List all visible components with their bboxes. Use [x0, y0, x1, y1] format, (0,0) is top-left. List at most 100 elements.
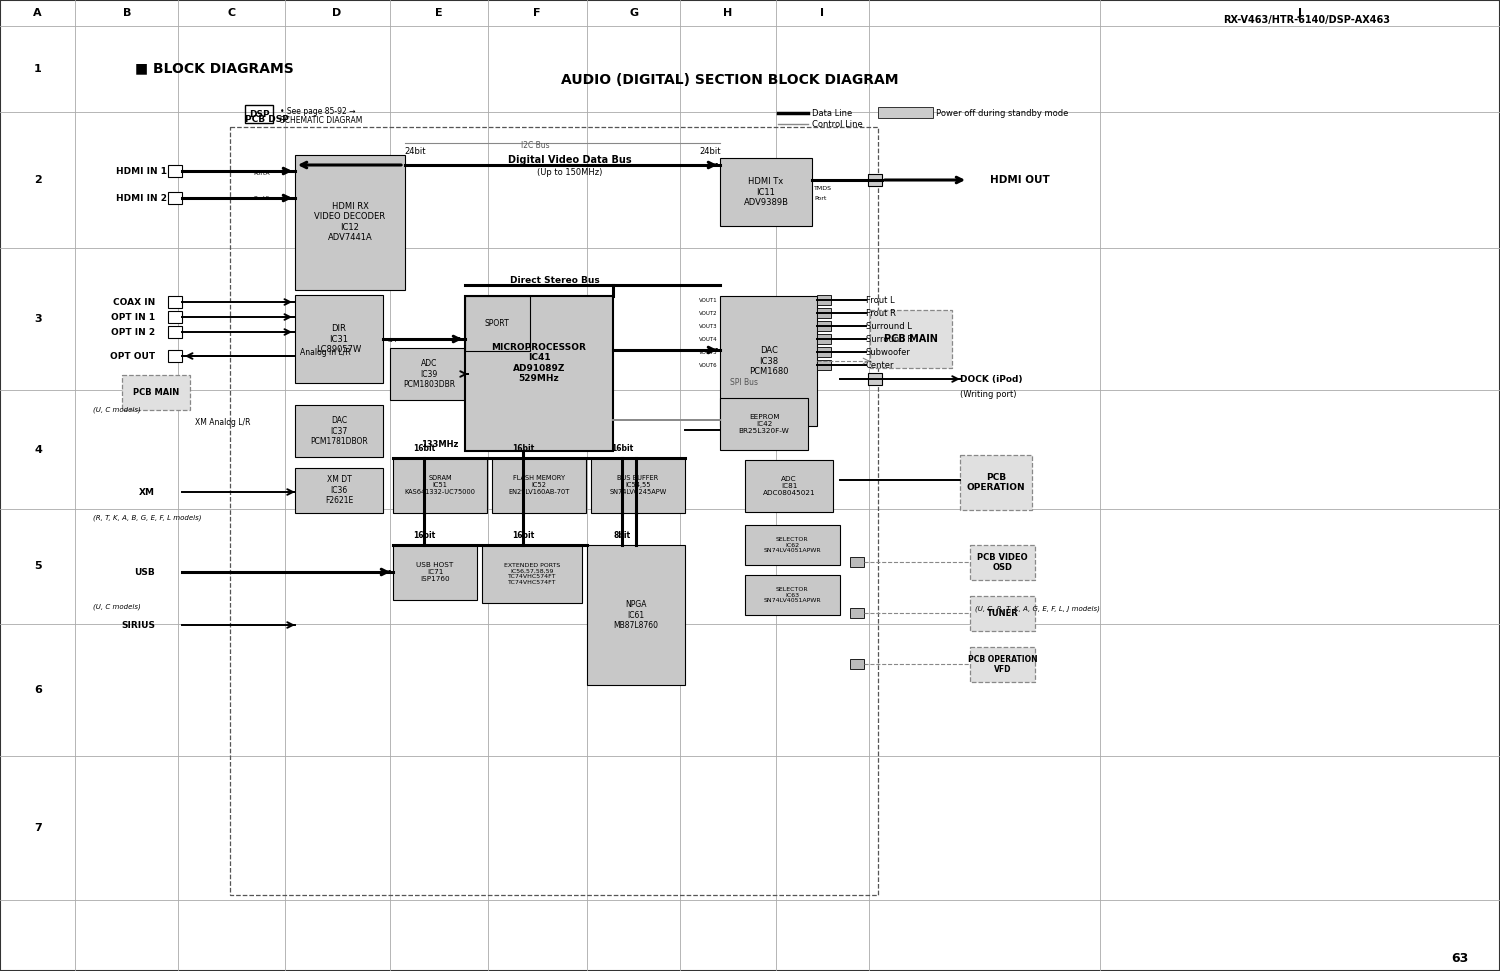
Bar: [492, 458, 586, 513]
Text: F: F: [534, 8, 540, 18]
Text: (U, C, R, T, K, A, G, E, F, L, J models): (U, C, R, T, K, A, G, E, F, L, J models): [975, 606, 1100, 613]
Text: 6: 6: [34, 685, 42, 695]
Text: A: A: [33, 8, 42, 18]
Text: 5: 5: [34, 561, 42, 571]
Text: USB: USB: [135, 567, 154, 577]
Text: SPI Bus: SPI Bus: [730, 378, 758, 386]
Text: Surround L: Surround L: [865, 321, 912, 330]
Text: EXTENDED PORTS
IC56,57,58,59
TC74VHC574FT
TC74VHC574FT: EXTENDED PORTS IC56,57,58,59 TC74VHC574F…: [504, 563, 560, 586]
Text: (U, C models): (U, C models): [93, 604, 141, 610]
Bar: [746, 460, 833, 512]
Text: 4: 4: [34, 445, 42, 455]
Bar: [850, 608, 864, 618]
Text: PCB VIDEO
OSD: PCB VIDEO OSD: [976, 552, 1028, 572]
Text: TUNER: TUNER: [987, 609, 1018, 618]
Text: Frout R: Frout R: [865, 309, 895, 318]
Text: PCB MAIN: PCB MAIN: [134, 388, 178, 397]
Text: 3: 3: [34, 314, 42, 324]
Text: RX-V463/HTR-6140/DSP-AX463: RX-V463/HTR-6140/DSP-AX463: [1222, 15, 1391, 25]
Text: Frout L: Frout L: [865, 295, 894, 305]
Text: 133MHz: 133MHz: [422, 440, 459, 449]
Text: Digital Video Data Bus: Digital Video Data Bus: [509, 155, 632, 165]
Bar: [850, 557, 864, 567]
Text: VOUT6: VOUT6: [699, 362, 718, 367]
Bar: [465, 296, 530, 351]
Bar: [296, 405, 382, 457]
Text: 63: 63: [1452, 952, 1468, 964]
Text: FLASH MEMORY
IC52
EN29LV160AB-70T: FLASH MEMORY IC52 EN29LV160AB-70T: [509, 475, 570, 495]
Bar: [868, 373, 882, 385]
Text: D: D: [333, 8, 342, 18]
Bar: [970, 647, 1035, 682]
Bar: [818, 360, 831, 370]
Text: Subwoofer: Subwoofer: [865, 348, 910, 356]
Text: SELECTOR
IC62
SN74LV4051APWR: SELECTOR IC62 SN74LV4051APWR: [764, 537, 820, 553]
Text: SIRIUS: SIRIUS: [122, 620, 154, 629]
Text: VOUT4: VOUT4: [699, 337, 718, 342]
Text: Analog in L/R: Analog in L/R: [300, 348, 351, 356]
Bar: [870, 310, 952, 368]
Text: SCHEMATIC DIAGRAM: SCHEMATIC DIAGRAM: [280, 116, 363, 124]
Text: 7: 7: [34, 823, 42, 833]
Text: B: B: [123, 8, 130, 18]
Text: (U, C models): (U, C models): [93, 407, 141, 414]
Text: Data Line: Data Line: [812, 109, 852, 117]
Text: 16bit: 16bit: [512, 531, 534, 540]
Text: (Writing port): (Writing port): [960, 389, 1017, 398]
Text: NPGA
IC61
MB87L8760: NPGA IC61 MB87L8760: [614, 600, 658, 630]
Text: Power off during standby mode: Power off during standby mode: [936, 109, 1068, 117]
Bar: [168, 165, 182, 177]
Bar: [720, 158, 812, 226]
Bar: [465, 296, 614, 451]
Bar: [168, 296, 182, 308]
Bar: [818, 308, 831, 318]
Text: ADC
IC81
ADC08045021: ADC IC81 ADC08045021: [762, 476, 816, 496]
Text: AUDIO (DIGITAL) SECTION BLOCK DIAGRAM: AUDIO (DIGITAL) SECTION BLOCK DIAGRAM: [561, 73, 898, 87]
Bar: [960, 455, 1032, 510]
Text: I2C Bus: I2C Bus: [520, 141, 549, 150]
Text: HDMI RX
VIDEO DECODER
IC12
ADV7441A: HDMI RX VIDEO DECODER IC12 ADV7441A: [315, 202, 386, 242]
Bar: [230, 127, 877, 895]
Bar: [970, 545, 1035, 580]
Bar: [720, 296, 818, 426]
Bar: [586, 545, 686, 685]
Bar: [168, 326, 182, 338]
Text: Port0: Port0: [254, 195, 270, 200]
Bar: [296, 468, 382, 513]
Text: C: C: [228, 8, 236, 18]
Bar: [746, 575, 840, 615]
Text: (R, T, K, A, B, G, E, F, L models): (R, T, K, A, B, G, E, F, L models): [93, 515, 201, 521]
Bar: [296, 295, 382, 383]
Text: HDMI IN 2: HDMI IN 2: [116, 193, 166, 203]
Text: I: I: [821, 8, 824, 18]
Text: Direct Stereo Bus: Direct Stereo Bus: [510, 276, 600, 285]
Bar: [244, 105, 273, 123]
Bar: [482, 545, 582, 603]
Text: 2: 2: [34, 175, 42, 185]
Bar: [746, 525, 840, 565]
Text: OPT IN 1: OPT IN 1: [111, 313, 154, 321]
Bar: [818, 321, 831, 331]
Bar: [850, 659, 864, 669]
Bar: [818, 334, 831, 344]
Text: PCB DSP: PCB DSP: [244, 115, 290, 124]
Text: HDMI IN 1: HDMI IN 1: [116, 166, 166, 176]
Text: USB HOST
IC71
ISP1760: USB HOST IC71 ISP1760: [417, 562, 453, 582]
Text: 16bit: 16bit: [610, 444, 633, 453]
Text: J: J: [1298, 8, 1302, 18]
Text: VOUT1: VOUT1: [699, 297, 718, 303]
Text: XM Analog L/R: XM Analog L/R: [195, 418, 250, 426]
Text: VOUT3: VOUT3: [699, 323, 718, 328]
Text: SPORT: SPORT: [484, 318, 510, 327]
Text: PCB MAIN: PCB MAIN: [884, 334, 938, 344]
Text: • See page 85-92 →: • See page 85-92 →: [280, 107, 356, 116]
Text: TMDS: TMDS: [815, 185, 833, 190]
Text: SDRAM
IC51
KAS641332-UC75000: SDRAM IC51 KAS641332-UC75000: [405, 475, 476, 495]
Bar: [970, 596, 1035, 631]
Bar: [393, 545, 477, 600]
Text: DAC
IC37
PCM1781DBOR: DAC IC37 PCM1781DBOR: [310, 417, 368, 446]
Text: PortA: PortA: [254, 171, 270, 176]
Text: ADC
IC39
PCM1803DBR: ADC IC39 PCM1803DBR: [404, 359, 454, 389]
Text: E: E: [435, 8, 442, 18]
Text: BUS BUFFER
IC54,55
SN74LVC245APW: BUS BUFFER IC54,55 SN74LVC245APW: [609, 475, 666, 495]
